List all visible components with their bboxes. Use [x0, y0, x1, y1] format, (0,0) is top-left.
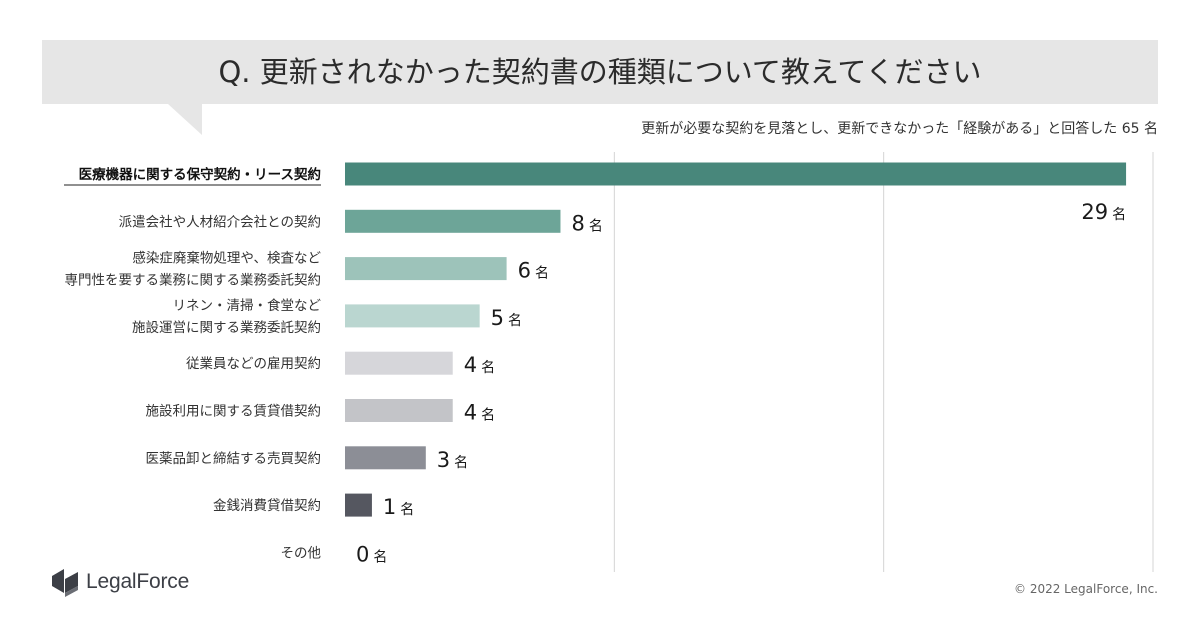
legalforce-logo: LegalForce	[50, 566, 189, 598]
bar	[345, 399, 453, 422]
category-labels: 医療機器に関する保守契約・リース契約派遣会社や人材紹介会社との契約感染症廃棄物処…	[64, 166, 321, 561]
bar	[345, 351, 453, 375]
category-label: 医薬品卸と締結する売買契約	[146, 450, 322, 467]
category-label: その他	[281, 545, 322, 561]
title-banner	[42, 40, 1158, 104]
gridlines	[613, 152, 1154, 572]
bar	[345, 493, 372, 517]
category-label: 医療機器に関する保守契約・リース契約	[79, 166, 321, 183]
category-label: 感染症廃棄物処理や、検査など	[132, 250, 321, 267]
category-label: 従業員などの雇用契約	[186, 355, 321, 372]
bars	[345, 162, 1127, 517]
value-labels: 29 名 8 名 6 名 5 名 4 名 4 名 3 名 1 名 0 名	[356, 200, 1126, 566]
title-banner-tail	[168, 104, 202, 135]
category-label: リネン・清掃・食堂など	[173, 297, 322, 314]
bar	[345, 304, 480, 328]
category-label: 施設運営に関する業務委託契約	[132, 320, 321, 336]
value-label: 29 名	[1081, 200, 1126, 224]
bar	[345, 209, 561, 233]
bar	[345, 257, 507, 281]
category-label: 専門性を要する業務に関する業務委託契約	[65, 273, 322, 289]
chart-subtitle: 更新が必要な契約を見落とし、更新できなかった「経験がある」と回答した 65 名	[641, 121, 1158, 137]
category-label: 施設利用に関する賃貸借契約	[146, 404, 322, 420]
category-label: 金銭消費貸借契約	[213, 498, 321, 514]
chart-title: Q. 更新されなかった契約書の種類について教えてください	[218, 55, 982, 89]
copyright-notice: © 2022 LegalForce, Inc.	[1014, 582, 1158, 596]
bar	[345, 446, 426, 470]
category-label: 派遣会社や人材紹介会社との契約	[119, 214, 321, 230]
bar	[345, 162, 1127, 186]
legalforce-logo-text: LegalForce	[86, 570, 190, 593]
legalforce-logo-icon	[52, 569, 78, 597]
